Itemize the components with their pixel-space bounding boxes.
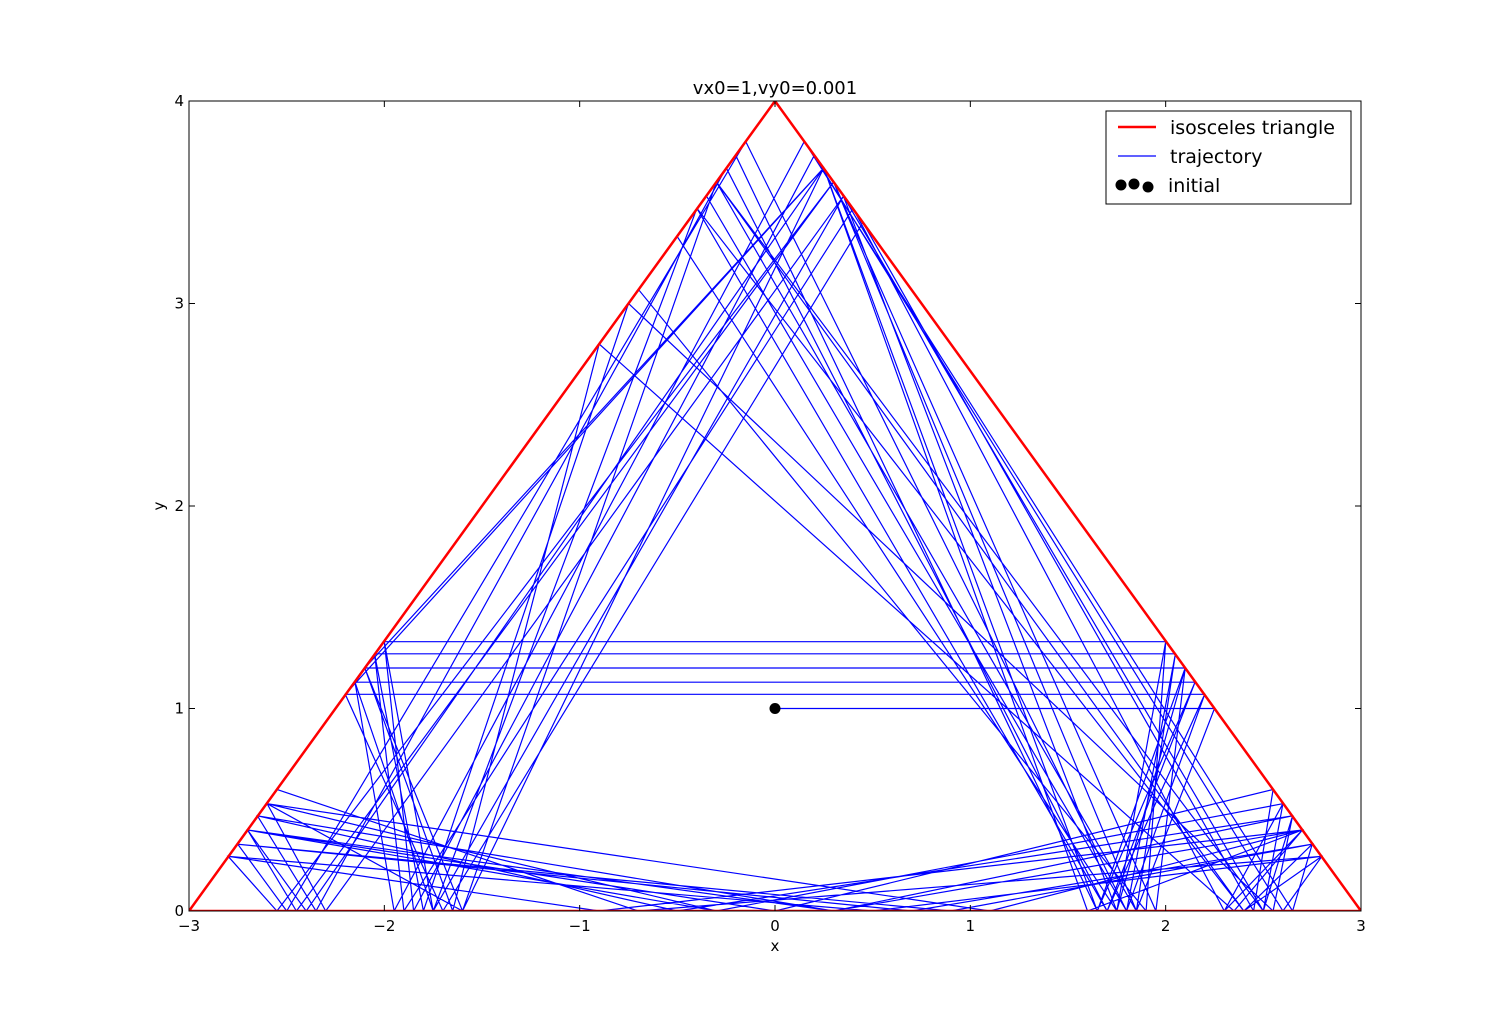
legend: isosceles triangle trajectory initial xyxy=(1105,110,1352,205)
chart-title: vx0=1,vy0=0.001 xyxy=(693,78,857,99)
x-tick-label: −2 xyxy=(373,917,395,935)
legend-label-trajectory: trajectory xyxy=(1170,146,1262,168)
x-tick-label: 0 xyxy=(770,917,780,935)
legend-label-triangle: isosceles triangle xyxy=(1170,117,1335,139)
y-tick-label: 0 xyxy=(174,902,184,920)
initial-series xyxy=(769,703,781,714)
y-tick-label: 4 xyxy=(174,92,184,110)
legend-marker-initial-1 xyxy=(1115,179,1127,191)
x-tick-label: −1 xyxy=(569,917,591,935)
y-tick-label: 1 xyxy=(174,700,184,718)
x-tick-label: 2 xyxy=(1161,917,1171,935)
y-tick-label: 3 xyxy=(174,295,184,313)
triangle-series xyxy=(189,101,1361,911)
initial-point xyxy=(769,703,781,714)
plot-background xyxy=(189,101,1361,911)
x-tick-label: 3 xyxy=(1356,917,1366,935)
y-tick-label: 2 xyxy=(174,497,184,515)
legend-marker-initial-2 xyxy=(1128,178,1140,190)
axis-ticks: −3 −2 −1 0 1 2 3 0 1 2 3 4 xyxy=(174,92,1365,935)
x-axis-label: x xyxy=(771,937,780,955)
x-tick-label: 1 xyxy=(966,917,976,935)
triangle-outline xyxy=(189,101,1361,911)
y-axis-label: y xyxy=(150,501,168,510)
x-tick-label: −3 xyxy=(178,917,200,935)
legend-marker-initial-3 xyxy=(1142,181,1154,193)
legend-label-initial: initial xyxy=(1168,175,1220,197)
